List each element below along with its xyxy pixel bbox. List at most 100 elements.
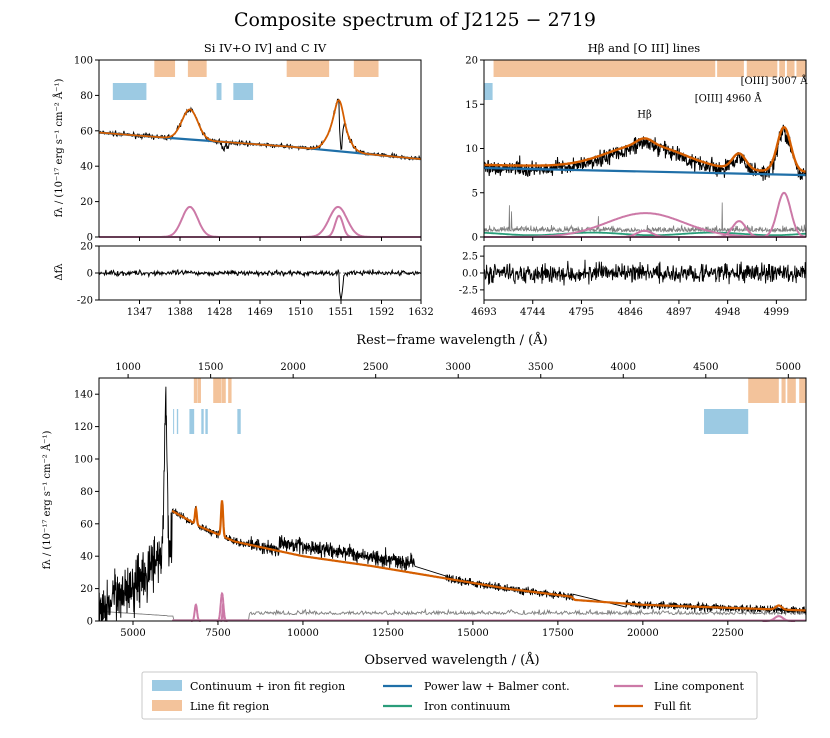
x-tick-label: 15000	[457, 628, 489, 639]
civ-residual-panel: 1347 1388 1428 1469 1510 1551 1592 1632 -20 0 20	[77, 242, 434, 319]
y-tick-label: 15	[465, 100, 478, 111]
hbeta-iron-continuum	[484, 231, 806, 237]
continuum-fit-region	[189, 409, 195, 434]
y-tick-label: 0	[87, 233, 93, 244]
y-tick-label: 5	[472, 188, 478, 199]
y-tick-label: 140	[74, 390, 93, 401]
top-tick-label: 3000	[445, 362, 470, 373]
top-tick-label: 3500	[528, 362, 553, 373]
y-tick-label: 80	[80, 91, 93, 102]
top-tick-label: 4000	[611, 362, 636, 373]
full-fit-curve	[171, 500, 807, 612]
civ-line-component	[99, 205, 421, 238]
continuum-fit-region	[205, 409, 208, 434]
y-tick-label: 20	[80, 584, 93, 595]
civ-panel: Si IV+O IV] and C IV 0 20 40 60 80 100	[74, 41, 422, 244]
civ-panel-title: Si IV+O IV] and C IV	[204, 41, 327, 55]
civ-residual-frame	[98, 245, 422, 301]
civ-ylabel: fλ / (10⁻¹⁷ erg s⁻¹ cm⁻² Å⁻¹)	[53, 79, 65, 218]
full-data-spectrum	[98, 386, 807, 622]
x-tick-label: 1510	[288, 307, 313, 318]
x-tick-label: 1469	[247, 307, 272, 318]
x-tick-label: 4795	[569, 307, 594, 318]
line-fit-region	[746, 60, 778, 77]
x-tick-label: 1551	[328, 307, 353, 318]
civ-data-spectrum	[98, 98, 421, 161]
legend-line-region-label: Line fit region	[190, 700, 269, 713]
continuum-fit-region	[173, 409, 175, 434]
y-tick-label: 100	[74, 455, 93, 466]
x-tick-label: 10000	[287, 628, 319, 639]
y-tick-label: 0	[87, 617, 93, 628]
legend-continuum-label: Continuum + iron fit region	[190, 680, 345, 693]
full-spectrum-ylabel: fλ / (10⁻¹⁷ erg s⁻¹ cm⁻² Å⁻¹)	[41, 431, 53, 570]
x-tick-label: 1388	[167, 307, 192, 318]
hbeta-power-law	[483, 166, 807, 177]
continuum-fit-region	[704, 409, 749, 434]
top-tick-label: 2000	[280, 362, 305, 373]
civ-residual-curve	[98, 268, 421, 301]
legend-iron-label: Iron continuum	[424, 700, 511, 713]
hbeta-annotation: [OIII] 5007 Å	[741, 75, 809, 87]
line-fit-region	[197, 378, 201, 403]
hbeta-panel-frame	[483, 59, 807, 238]
line-fit-region	[748, 378, 779, 403]
y-tick-label: 20	[80, 197, 93, 208]
hbeta-residual-curve	[483, 259, 807, 286]
line-fit-region	[779, 60, 785, 77]
legend-power-law-label: Power law + Balmer cont.	[424, 680, 570, 693]
line-fit-region	[717, 60, 744, 77]
hbeta-panel: Hβ and [O III] lines 0 5 10 15 20 Hβ [OIII] 4…	[465, 41, 808, 244]
y-tick-label: 0	[87, 269, 93, 280]
top-tick-label: 1500	[198, 362, 223, 373]
y-tick-label: 10	[465, 144, 478, 155]
hbeta-annotation: [OIII] 4960 Å	[695, 93, 763, 105]
legend: Continuum + iron fit region Line fit reg…	[141, 671, 758, 720]
rest-frame-xlabel: Rest−frame wavelength / (Å)	[356, 332, 547, 348]
line-fit-region	[781, 378, 786, 403]
x-tick-label: 4693	[471, 307, 496, 318]
legend-line-component-label: Line component	[654, 680, 744, 693]
full-line-component	[191, 603, 201, 622]
hbeta-data-spectrum	[483, 124, 807, 181]
x-tick-label: 4846	[617, 307, 642, 318]
observed-xlabel: Observed wavelength / (Å)	[364, 652, 539, 668]
legend-continuum-swatch	[152, 680, 182, 691]
y-tick-label: 40	[80, 162, 93, 173]
line-fit-region	[213, 378, 222, 403]
y-tick-label: 100	[74, 56, 93, 67]
civ-full-fit	[99, 99, 422, 160]
hbeta-full-fit	[484, 125, 807, 173]
x-tick-label: 22500	[712, 628, 744, 639]
top-tick-label: 5000	[776, 362, 801, 373]
continuum-fit-region	[216, 83, 222, 100]
x-tick-label: 1592	[369, 307, 394, 318]
hbeta-error-spectrum	[483, 202, 806, 234]
top-tick-label: 1000	[115, 362, 140, 373]
y-tick-label: 0	[472, 233, 478, 244]
civ-panel-frame	[98, 59, 422, 238]
continuum-fit-region	[237, 409, 241, 434]
y-tick-label: -2.5	[459, 285, 478, 296]
civ-line-component	[99, 205, 421, 238]
x-tick-label: 4897	[666, 307, 691, 318]
x-tick-label: 5000	[120, 628, 145, 639]
x-tick-label: 20000	[627, 628, 659, 639]
x-tick-label: 12500	[372, 628, 404, 639]
line-fit-region	[353, 60, 379, 77]
line-fit-region	[796, 60, 806, 77]
top-tick-label: 4500	[693, 362, 718, 373]
full-spectrum-frame	[98, 377, 807, 622]
full-spectrum-panel: 5000 7500 10000 12500 15000 17500 20000 22500 0 2…	[74, 362, 807, 639]
line-fit-region	[154, 60, 176, 77]
hbeta-residual-frame	[483, 245, 807, 301]
y-tick-label: 0.0	[462, 269, 478, 280]
hbeta-panel-title: Hβ and [O III] lines	[588, 41, 701, 55]
hbeta-line-component	[484, 212, 806, 238]
x-tick-label: 1347	[127, 307, 152, 318]
y-tick-label: 60	[80, 519, 93, 530]
x-tick-label: 4999	[764, 307, 789, 318]
line-fit-region	[193, 378, 198, 403]
legend-line-region-swatch	[152, 700, 182, 711]
y-tick-label: 80	[80, 487, 93, 498]
